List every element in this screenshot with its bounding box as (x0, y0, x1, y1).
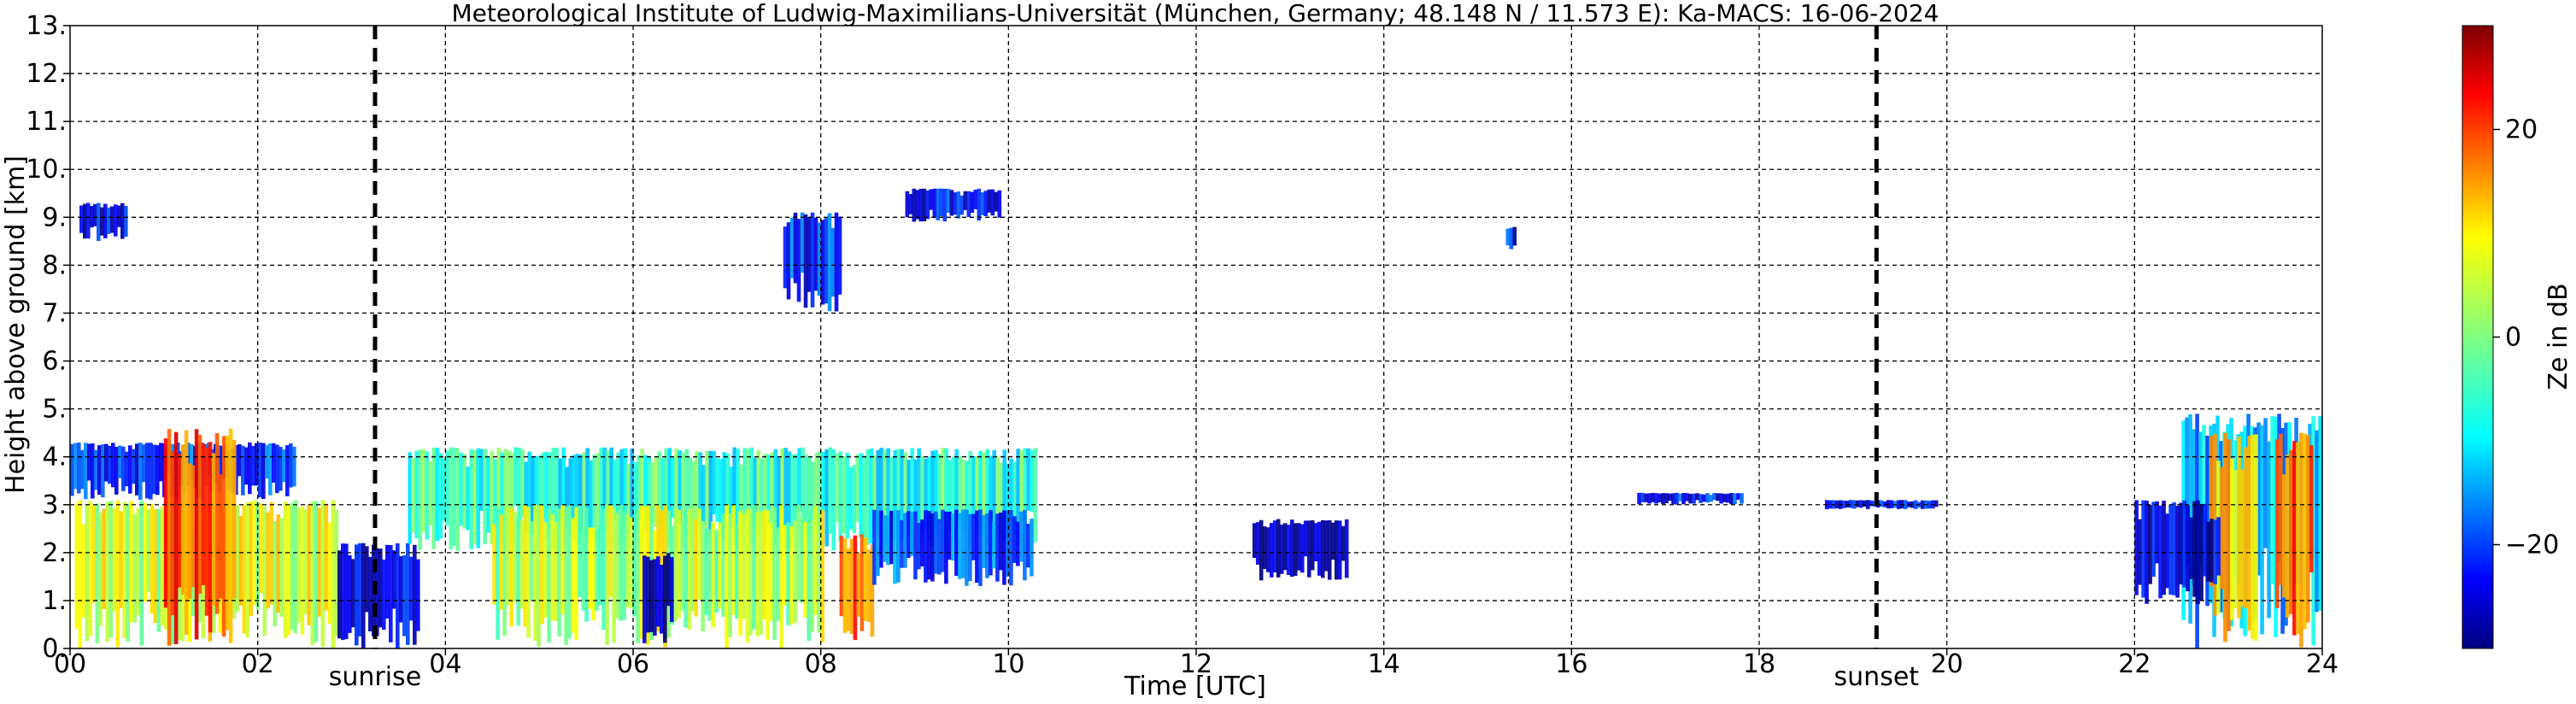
x-tick-label: 16 (1555, 649, 1587, 679)
event-label-sunset: sunset (1834, 662, 1920, 692)
event-label-sunrise: sunrise (329, 662, 421, 692)
x-axis-label: Time [UTC] (1124, 672, 1266, 701)
x-axis-ticks: 00 02 04 06 08 10 12 14 16 18 20 22 24 (54, 648, 2338, 679)
x-tick-label: 12 (1180, 649, 1212, 679)
x-tick-label: 06 (617, 649, 649, 679)
echo-region (905, 188, 1002, 222)
y-tick-label: 2. (42, 538, 67, 568)
x-tick-label: 20 (1931, 649, 1963, 679)
colorbar-tick-label: 0 (2505, 323, 2521, 353)
y-tick-label: 11. (26, 107, 67, 137)
echo-region (1252, 519, 1349, 581)
echo-region (408, 447, 1037, 552)
y-tick-label: 1. (42, 586, 67, 616)
colorbar-label: Ze in dB (2544, 283, 2573, 390)
echo-region (2209, 432, 2258, 642)
y-tick-label: 5. (42, 395, 67, 425)
y-axis-label: Height above ground [km] (1, 155, 31, 494)
y-tick-label: 12. (26, 59, 67, 89)
echo-region (1505, 226, 1517, 249)
x-tick-label: 22 (2118, 649, 2151, 679)
echo-region (2275, 432, 2314, 648)
echo-region (872, 509, 1034, 586)
y-tick-label: 9. (42, 202, 67, 232)
echo-region (783, 212, 842, 312)
y-axis-ticks: 0. 1. 2. 3. 4. 5. 6. 7. 8. 9. 10. 11. 12. 13. (26, 11, 70, 664)
echo-region (163, 428, 237, 646)
x-tick-label: 00 (54, 649, 86, 679)
colorbar-ticks: −20 0 20 (2493, 115, 2559, 560)
y-tick-label: 4. (42, 443, 67, 472)
x-tick-label: 02 (242, 649, 274, 679)
y-tick-label: 6. (42, 347, 67, 377)
y-tick-label: 13. (26, 11, 67, 41)
y-tick-label: 7. (42, 298, 67, 328)
x-tick-label: 14 (1368, 649, 1400, 679)
x-tick-label: 24 (2306, 649, 2338, 679)
echo-region (643, 553, 674, 643)
colorbar: −20 0 20 Ze in dB (2462, 25, 2573, 649)
echo-region (1637, 492, 1744, 505)
echo-region (337, 543, 420, 648)
colorbar-gradient (2462, 25, 2494, 649)
x-tick-label: 04 (429, 649, 461, 679)
plot-area: sunrise sunset (69, 25, 2323, 692)
radar-echo-layer (70, 188, 2322, 648)
y-tick-label: 10. (26, 155, 67, 185)
y-tick-label: 0. (42, 634, 67, 664)
echo-region (839, 534, 875, 641)
x-tick-label: 08 (805, 649, 837, 679)
colorbar-tick-label: −20 (2505, 531, 2559, 560)
x-tick-label: 18 (1743, 649, 1775, 679)
y-tick-label: 8. (42, 250, 67, 280)
grid-lines (70, 26, 2322, 648)
chart-title: Meteorological Institute of Ludwig-Maxim… (451, 0, 1939, 27)
event-lines: sunrise sunset (329, 26, 1920, 692)
colorbar-tick-label: 20 (2505, 115, 2538, 145)
echo-region (79, 202, 128, 241)
y-tick-label: 3. (42, 490, 67, 520)
x-tick-label: 10 (992, 649, 1024, 679)
